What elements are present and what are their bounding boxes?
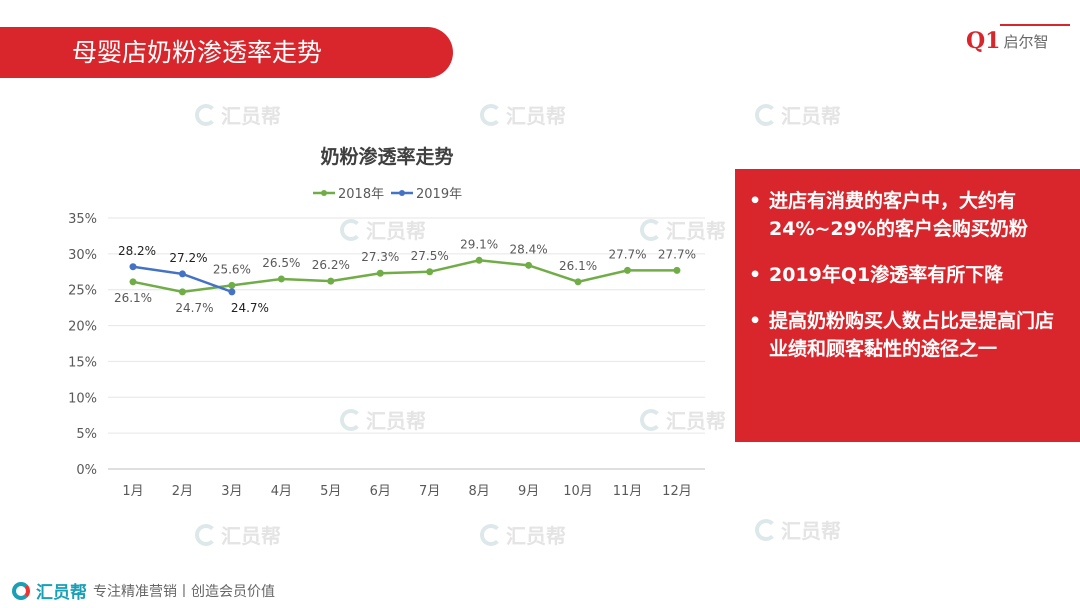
y-tick-label: 0% <box>76 463 97 478</box>
data-label: 26.5% <box>262 256 300 270</box>
data-label: 27.3% <box>361 250 399 264</box>
x-tick-label: 7月 <box>419 484 440 499</box>
legend-marker <box>399 190 405 196</box>
footer-slogan: 专注精准营销丨创造会员价值 <box>93 583 275 600</box>
data-point <box>178 288 186 296</box>
x-tick-label: 3月 <box>221 484 242 499</box>
data-label: 25.6% <box>213 262 251 276</box>
watermark: 汇员帮 <box>640 405 726 434</box>
data-point <box>376 269 384 277</box>
x-tick-label: 11月 <box>613 484 643 499</box>
data-point <box>525 261 533 269</box>
insight-bullet: 进店有消费的客户中，大约有24%~29%的客户会购买奶粉 <box>745 187 1062 243</box>
legend-label: 2019年 <box>416 187 462 202</box>
data-point <box>228 288 236 296</box>
brand-icon <box>12 581 30 600</box>
footer: 汇员帮 专注精准营销丨创造会员价值 <box>12 578 275 603</box>
y-tick-label: 15% <box>68 355 97 370</box>
watermark: 汇员帮 <box>755 515 841 544</box>
y-tick-label: 5% <box>76 427 97 442</box>
data-point <box>673 266 681 274</box>
brand-logo: Q1 启尔智 <box>966 28 1049 54</box>
y-tick-label: 30% <box>68 248 97 263</box>
data-label: 28.4% <box>510 242 548 256</box>
x-tick-label: 6月 <box>370 484 391 499</box>
data-point <box>624 266 631 274</box>
watermark: 汇员帮 <box>640 215 726 244</box>
watermark: 汇员帮 <box>755 100 841 129</box>
chart-title: 奶粉渗透率走势 <box>320 145 453 168</box>
watermark: 汇员帮 <box>195 100 281 129</box>
data-label: 24.7% <box>231 301 269 315</box>
logo-mark: Q1 <box>966 28 1001 54</box>
data-label: 29.1% <box>460 237 498 251</box>
data-point <box>228 281 236 289</box>
data-point <box>129 278 137 286</box>
y-tick-label: 20% <box>68 320 97 335</box>
watermark: 汇员帮 <box>340 215 426 244</box>
x-tick-label: 8月 <box>469 484 490 499</box>
x-tick-label: 1月 <box>122 484 143 499</box>
x-tick-label: 4月 <box>271 484 292 499</box>
legend-marker <box>321 190 327 196</box>
data-label: 26.2% <box>312 258 350 272</box>
y-tick-label: 10% <box>68 391 97 406</box>
logo-line <box>1000 24 1070 26</box>
insight-bullet: 2019年Q1渗透率有所下降 <box>745 261 1062 289</box>
data-point <box>574 278 582 286</box>
legend-label: 2018年 <box>338 187 384 202</box>
data-point <box>178 270 186 278</box>
data-point <box>475 256 483 264</box>
footer-brand: 汇员帮 <box>36 583 87 603</box>
watermark: 汇员帮 <box>195 520 281 549</box>
series-line-2018年 <box>132 259 677 294</box>
data-point <box>129 263 137 271</box>
x-tick-label: 9月 <box>518 484 539 499</box>
data-point <box>327 277 335 285</box>
watermark: 汇员帮 <box>480 100 566 129</box>
data-point <box>277 275 285 283</box>
y-tick-label: 35% <box>68 212 97 227</box>
x-tick-label: 12月 <box>662 484 692 499</box>
slide-title: 母婴店奶粉渗透率走势 <box>72 38 323 67</box>
data-label: 27.2% <box>169 251 207 265</box>
data-label: 24.7% <box>175 301 213 315</box>
insight-panel: 进店有消费的客户中，大约有24%~29%的客户会购买奶粉 2019年Q1渗透率有… <box>735 169 1080 442</box>
data-label: 28.2% <box>118 244 156 258</box>
data-point <box>426 268 434 276</box>
data-label: 27.5% <box>411 249 449 263</box>
data-label: 26.1% <box>114 291 152 305</box>
x-tick-label: 10月 <box>563 484 593 499</box>
insight-bullet: 提高奶粉购买人数占比是提高门店业绩和顾客黏性的途径之一 <box>745 307 1062 363</box>
logo-text: 启尔智 <box>1003 32 1049 51</box>
x-tick-label: 2月 <box>172 484 193 499</box>
watermark: 汇员帮 <box>340 405 426 434</box>
slide-title-banner: 母婴店奶粉渗透率走势 <box>0 27 453 78</box>
x-tick-label: 5月 <box>320 484 341 499</box>
y-tick-label: 25% <box>68 284 97 299</box>
data-label: 27.7% <box>658 247 696 261</box>
watermark: 汇员帮 <box>480 520 566 549</box>
data-label: 26.1% <box>559 259 597 273</box>
data-label: 27.7% <box>608 247 646 261</box>
